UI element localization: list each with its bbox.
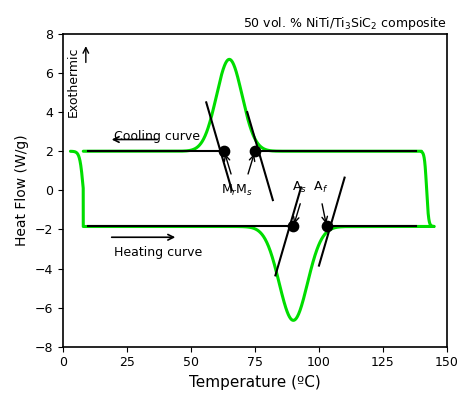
Text: Heating curve: Heating curve — [114, 246, 202, 259]
Point — [290, 223, 297, 230]
X-axis label: Temperature (ºC): Temperature (ºC) — [189, 375, 321, 390]
Text: Exothermic: Exothermic — [67, 47, 80, 117]
Point — [323, 223, 330, 230]
Y-axis label: Heat Flow (W/g): Heat Flow (W/g) — [15, 134, 29, 246]
Point — [251, 148, 259, 154]
Text: M$_r$M$_s$: M$_r$M$_s$ — [221, 183, 253, 198]
Text: Cooling curve: Cooling curve — [114, 130, 200, 143]
Point — [220, 148, 228, 154]
Text: 50 vol. % NiTi/Ti$_3$SiC$_2$ composite: 50 vol. % NiTi/Ti$_3$SiC$_2$ composite — [243, 15, 447, 32]
Text: A$_s$  A$_f$: A$_s$ A$_f$ — [292, 180, 328, 195]
